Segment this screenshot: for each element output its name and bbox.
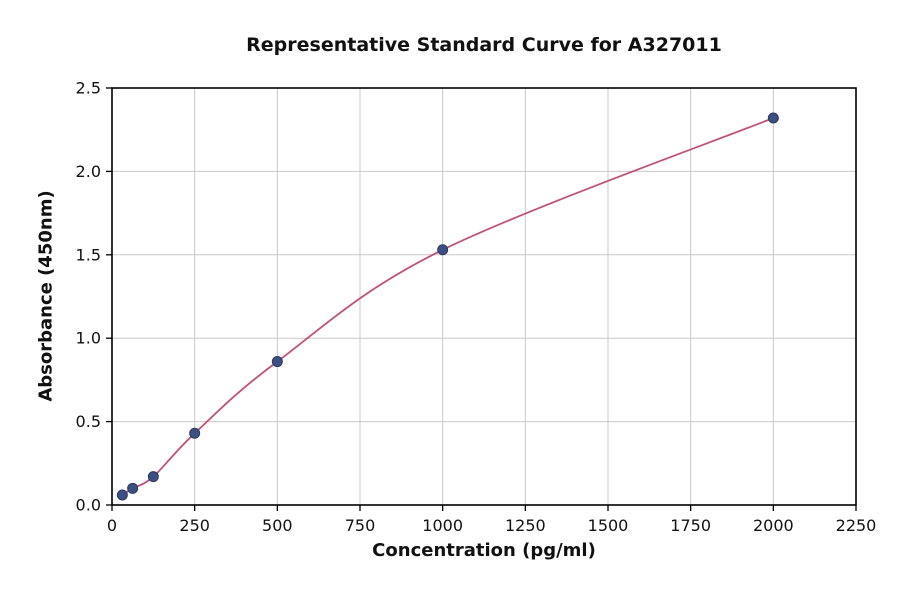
x-axis-label: Concentration (pg/ml) [372,540,596,561]
y-tick-label: 2.0 [76,162,101,181]
data-point [437,244,449,256]
data-point [127,482,139,494]
x-tick-label: 2250 [836,516,877,535]
x-tick-label: 1000 [422,516,463,535]
y-tick-label: 0.0 [76,496,101,515]
y-tick-label: 1.0 [76,329,101,348]
y-tick-label: 0.5 [76,412,101,431]
x-tick-label: 1500 [588,516,629,535]
axes-box [111,87,857,506]
x-tick-label: 0 [107,516,117,535]
x-tick-label: 2000 [753,516,794,535]
x-tick-label: 750 [345,516,376,535]
y-tick-label: 2.5 [76,79,101,98]
chart-title: Representative Standard Curve for A32701… [246,34,722,56]
y-axis-label: Absorbance (450nm) [35,190,57,402]
y-tick-label: 1.5 [76,245,101,264]
x-tick-label: 1250 [505,516,546,535]
data-point [147,471,159,483]
fit-curve [121,117,774,496]
data-point [767,112,779,124]
data-point [116,489,128,501]
x-tick-label: 250 [179,516,210,535]
data-point [271,356,283,368]
data-point [189,427,201,439]
x-tick-label: 1750 [670,516,711,535]
x-tick-label: 500 [262,516,293,535]
